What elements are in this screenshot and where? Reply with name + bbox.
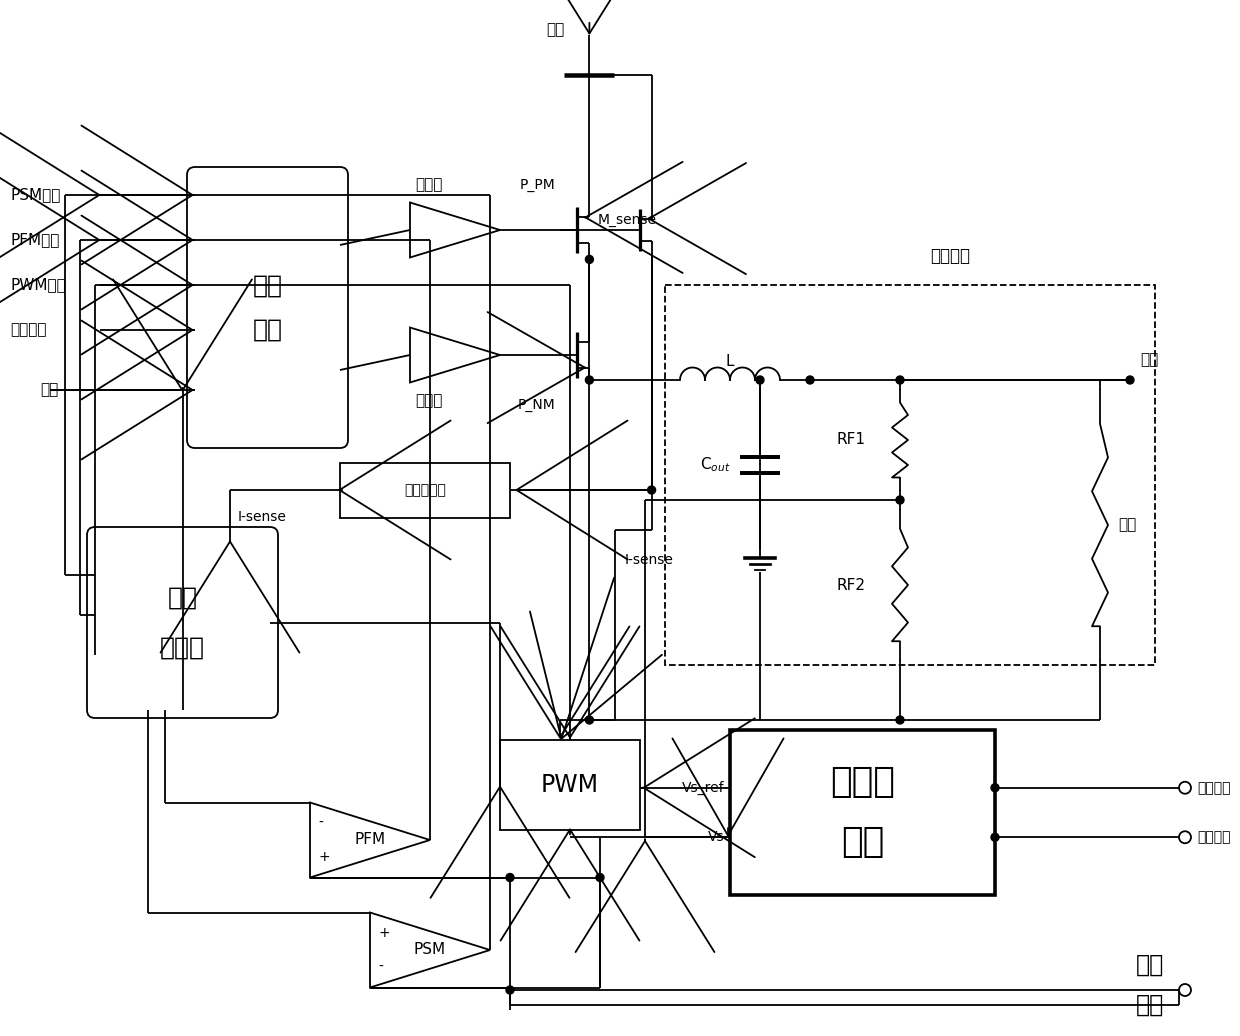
Text: 电流检测器: 电流检测器 bbox=[404, 483, 446, 497]
Text: 片外器件: 片外器件 bbox=[930, 247, 970, 265]
Circle shape bbox=[585, 376, 594, 384]
Text: 控制: 控制 bbox=[253, 317, 283, 342]
Bar bbox=[665, 285, 1154, 665]
Text: 软启动: 软启动 bbox=[830, 766, 895, 800]
Circle shape bbox=[585, 716, 594, 724]
Circle shape bbox=[897, 716, 904, 724]
Text: PFM信号: PFM信号 bbox=[10, 232, 60, 248]
Circle shape bbox=[1179, 831, 1190, 843]
Text: +: + bbox=[317, 850, 330, 864]
Text: Vs: Vs bbox=[708, 830, 725, 844]
Text: PSM信号: PSM信号 bbox=[10, 188, 61, 202]
Circle shape bbox=[1126, 376, 1135, 384]
Text: P_PM: P_PM bbox=[520, 178, 556, 192]
Text: I-sense: I-sense bbox=[625, 553, 673, 567]
Text: PFM: PFM bbox=[355, 833, 386, 847]
Text: +: + bbox=[378, 926, 389, 941]
FancyBboxPatch shape bbox=[87, 527, 278, 718]
Bar bbox=[500, 740, 640, 830]
Text: 使能信号: 使能信号 bbox=[1197, 830, 1230, 844]
Circle shape bbox=[756, 376, 764, 384]
Text: 复位信号: 复位信号 bbox=[1197, 781, 1230, 795]
Circle shape bbox=[506, 986, 515, 994]
Text: 驱动器: 驱动器 bbox=[415, 393, 443, 408]
Text: C$_{{out}}$: C$_{{out}}$ bbox=[699, 456, 730, 474]
Text: PWM: PWM bbox=[541, 773, 599, 797]
Bar bbox=[730, 730, 994, 895]
Text: -: - bbox=[317, 816, 322, 830]
Text: 电压: 电压 bbox=[1136, 992, 1164, 1017]
Circle shape bbox=[506, 873, 515, 882]
Text: Vs_ref: Vs_ref bbox=[682, 781, 725, 795]
Text: L: L bbox=[725, 354, 734, 370]
Text: RF1: RF1 bbox=[836, 432, 866, 448]
Circle shape bbox=[1179, 984, 1190, 996]
Circle shape bbox=[647, 486, 656, 494]
Text: 输入: 输入 bbox=[546, 23, 564, 37]
Circle shape bbox=[596, 873, 604, 882]
Text: PSM: PSM bbox=[414, 943, 446, 957]
Text: 负载: 负载 bbox=[1118, 518, 1136, 533]
Text: PWM信号: PWM信号 bbox=[10, 278, 66, 292]
Text: 模式选择: 模式选择 bbox=[10, 322, 47, 338]
Text: 驱动器: 驱动器 bbox=[415, 177, 443, 192]
Circle shape bbox=[897, 496, 904, 503]
Text: -: - bbox=[378, 959, 383, 974]
Text: P_NM: P_NM bbox=[517, 398, 556, 412]
Text: 模式: 模式 bbox=[167, 585, 197, 609]
Circle shape bbox=[991, 833, 999, 841]
Text: 逻辑: 逻辑 bbox=[253, 274, 283, 297]
FancyBboxPatch shape bbox=[187, 167, 348, 448]
Text: 电路: 电路 bbox=[841, 826, 884, 860]
Text: 输出: 输出 bbox=[1140, 352, 1158, 368]
Text: I-sense: I-sense bbox=[238, 510, 286, 524]
Text: 控制器: 控制器 bbox=[160, 635, 205, 660]
Circle shape bbox=[585, 256, 594, 263]
Bar bbox=[340, 463, 510, 518]
Text: RF2: RF2 bbox=[836, 577, 866, 593]
Circle shape bbox=[806, 376, 813, 384]
Text: M_sense: M_sense bbox=[598, 213, 656, 227]
Circle shape bbox=[1179, 782, 1190, 794]
Circle shape bbox=[897, 376, 904, 384]
Circle shape bbox=[991, 784, 999, 792]
Text: 基准: 基准 bbox=[1136, 953, 1164, 977]
Text: 信号: 信号 bbox=[40, 382, 58, 398]
